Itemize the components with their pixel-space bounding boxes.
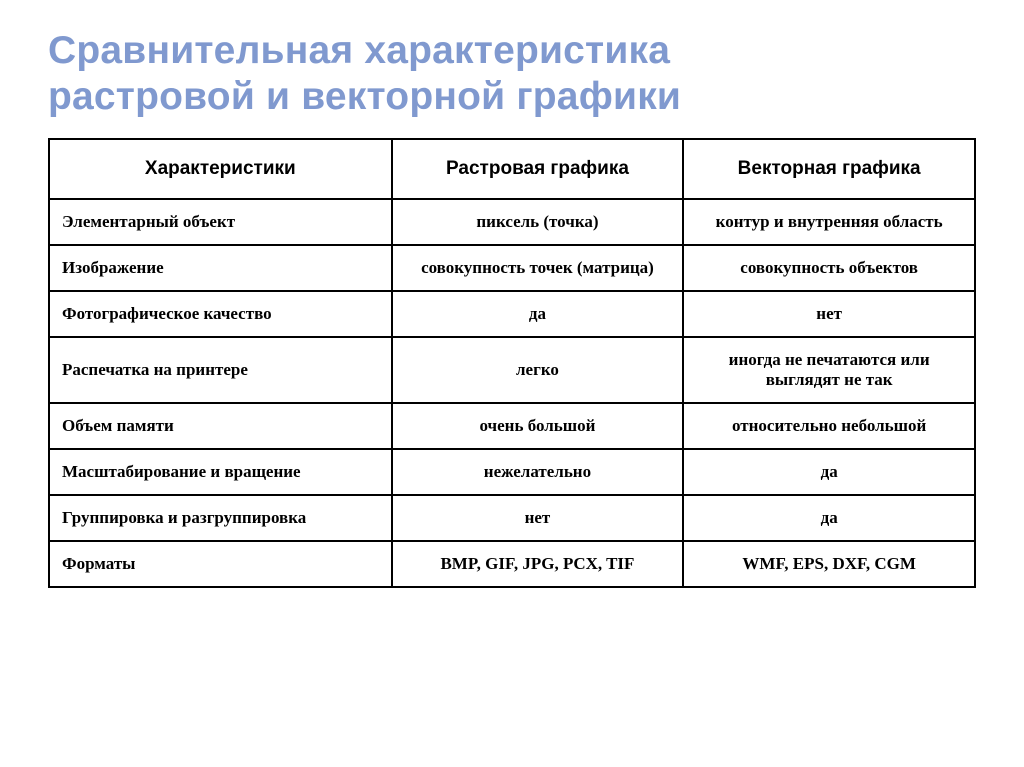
raster-cell: BMP, GIF, JPG, PCX, TIF bbox=[392, 541, 684, 587]
vector-cell: WMF, EPS, DXF, CGM bbox=[683, 541, 975, 587]
char-cell: Распечатка на принтере bbox=[49, 337, 392, 403]
char-cell: Форматы bbox=[49, 541, 392, 587]
char-cell: Масштабирование и вращение bbox=[49, 449, 392, 495]
vector-cell: иногда не печатаются или выглядят не так bbox=[683, 337, 975, 403]
raster-cell: да bbox=[392, 291, 684, 337]
raster-cell: нежелательно bbox=[392, 449, 684, 495]
char-cell: Объем памяти bbox=[49, 403, 392, 449]
col-header-characteristics: Характеристики bbox=[49, 139, 392, 199]
char-cell: Изображение bbox=[49, 245, 392, 291]
table-row: Объем памяти очень большой относительно … bbox=[49, 403, 975, 449]
vector-cell: контур и внутренняя область bbox=[683, 199, 975, 245]
table-row: Изображение совокупность точек (матрица)… bbox=[49, 245, 975, 291]
table-row: Масштабирование и вращение нежелательно … bbox=[49, 449, 975, 495]
title-line-2: растровой и векторной графики bbox=[48, 75, 681, 118]
vector-cell: да bbox=[683, 449, 975, 495]
table-row: Распечатка на принтере легко иногда не п… bbox=[49, 337, 975, 403]
table-header-row: Характеристики Растровая графика Векторн… bbox=[49, 139, 975, 199]
raster-cell: пиксель (точка) bbox=[392, 199, 684, 245]
table-row: Группировка и разгруппировка нет да bbox=[49, 495, 975, 541]
table-row: Элементарный объект пиксель (точка) конт… bbox=[49, 199, 975, 245]
char-cell: Группировка и разгруппировка bbox=[49, 495, 392, 541]
col-header-raster: Растровая графика bbox=[392, 139, 684, 199]
title-line-1: Сравнительная характеристика bbox=[48, 29, 670, 72]
vector-cell: относительно небольшой bbox=[683, 403, 975, 449]
vector-cell: совокупность объектов bbox=[683, 245, 975, 291]
table-row: Фотографическое качество да нет bbox=[49, 291, 975, 337]
vector-cell: нет bbox=[683, 291, 975, 337]
vector-cell: да bbox=[683, 495, 975, 541]
raster-cell: очень большой bbox=[392, 403, 684, 449]
slide-title: Сравнительная характеристика растровой и… bbox=[48, 28, 976, 120]
col-header-vector: Векторная графика bbox=[683, 139, 975, 199]
comparison-table: Характеристики Растровая графика Векторн… bbox=[48, 138, 976, 588]
raster-cell: совокупность точек (матрица) bbox=[392, 245, 684, 291]
table-row: Форматы BMP, GIF, JPG, PCX, TIF WMF, EPS… bbox=[49, 541, 975, 587]
char-cell: Элементарный объект bbox=[49, 199, 392, 245]
raster-cell: легко bbox=[392, 337, 684, 403]
raster-cell: нет bbox=[392, 495, 684, 541]
char-cell: Фотографическое качество bbox=[49, 291, 392, 337]
